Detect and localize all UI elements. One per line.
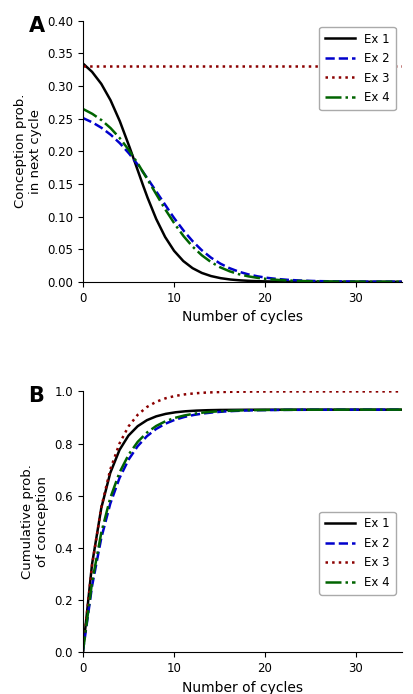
Ex 4 [220,407,225,415]
Ex 1 [328,278,333,286]
Ex 2 [80,114,85,122]
Ex 1 [299,405,304,414]
Ex 2 [334,278,339,286]
Ex 2 [220,261,225,269]
Ex 3 [113,62,118,71]
Ex 1 [299,278,304,286]
Ex 3 [209,62,214,71]
Legend: Ex 1, Ex 2, Ex 3, Ex 4: Ex 1, Ex 2, Ex 3, Ex 4 [318,511,395,595]
Ex 3 [221,62,226,71]
Line: Ex 1: Ex 1 [83,409,401,652]
Ex 2 [209,408,214,416]
Ex 3 [329,62,334,71]
Ex 3 [299,62,304,71]
Ex 4 [334,405,339,414]
Ex 3 [398,62,403,71]
Ex 3 [94,62,99,71]
Line: Ex 2: Ex 2 [83,118,401,282]
Ex 2 [220,407,225,416]
Ex 4 [398,405,403,414]
Ex 4 [328,405,333,414]
Ex 3 [299,387,304,396]
Ex 4 [80,105,85,113]
Line: Ex 1: Ex 1 [83,63,401,282]
Ex 1 [334,278,339,286]
Ex 2 [328,277,333,285]
Y-axis label: Cumulative prob.
of conception: Cumulative prob. of conception [21,464,49,579]
Ex 4 [113,129,118,137]
Ex 1 [209,272,214,280]
Ex 1 [80,648,85,657]
Ex 4 [209,407,214,416]
Ex 2 [398,278,403,286]
Ex 2 [299,405,304,414]
Ex 4 [299,405,304,414]
Ex 2 [398,405,403,414]
Ex 4 [299,277,304,285]
Ex 1 [113,107,118,115]
Ex 4 [220,264,225,273]
Ex 1 [220,406,225,414]
Ex 4 [113,480,118,488]
Ex 3 [220,388,225,396]
Ex 1 [209,406,214,414]
Ex 4 [398,278,403,286]
Ex 4 [80,648,85,657]
Ex 3 [398,387,403,396]
Ex 3 [221,62,225,71]
Ex 1 [328,405,333,414]
Y-axis label: Conception prob.
in next cycle: Conception prob. in next cycle [14,94,41,208]
Line: Ex 2: Ex 2 [83,409,401,652]
Ex 4 [334,278,339,286]
Ex 1 [334,405,339,414]
Ex 1 [398,405,403,414]
Ex 4 [209,258,214,266]
Ex 3 [328,387,333,396]
Legend: Ex 1, Ex 2, Ex 3, Ex 4: Ex 1, Ex 2, Ex 3, Ex 4 [318,27,395,110]
Ex 1 [80,59,85,67]
X-axis label: Number of cycles: Number of cycles [181,681,302,694]
Line: Ex 4: Ex 4 [83,109,401,282]
Ex 3 [113,451,118,459]
Ex 3 [209,388,214,396]
Ex 2 [209,254,214,262]
Ex 3 [335,62,339,71]
Ex 2 [80,648,85,657]
Ex 4 [328,278,333,286]
Ex 2 [113,485,118,493]
Ex 2 [113,135,118,143]
Line: Ex 4: Ex 4 [83,409,401,652]
Ex 1 [113,456,118,464]
Ex 3 [80,62,85,71]
Ex 2 [334,405,339,414]
Text: A: A [28,15,45,35]
Text: B: B [28,386,44,406]
Ex 1 [220,274,225,282]
Line: Ex 3: Ex 3 [83,391,401,652]
Ex 3 [334,387,339,396]
Ex 3 [80,648,85,657]
Ex 1 [398,278,403,286]
Ex 2 [328,405,333,414]
X-axis label: Number of cycles: Number of cycles [181,310,302,324]
Ex 2 [299,276,304,285]
